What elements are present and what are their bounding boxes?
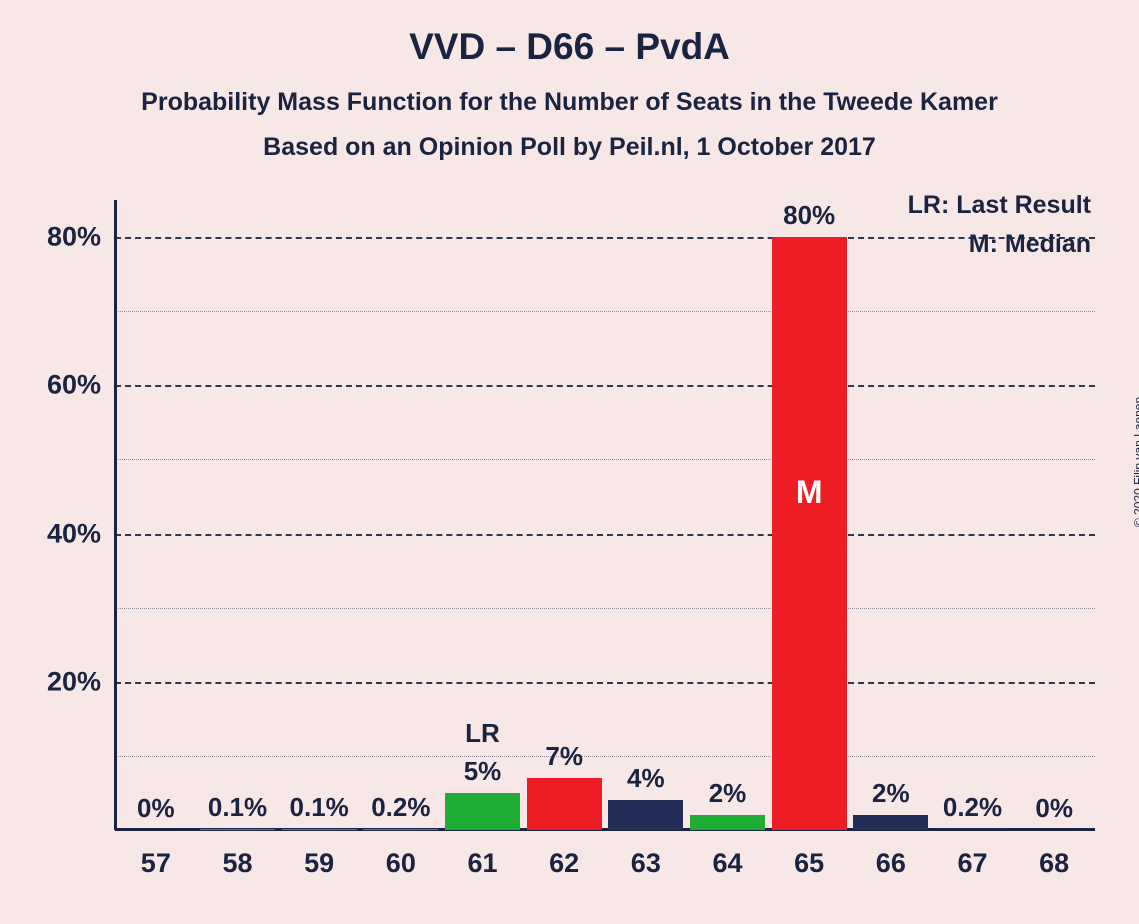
bar-value-label: 5%: [464, 756, 502, 787]
x-tick-label: 57: [141, 830, 171, 879]
legend-m: M: Median: [908, 230, 1091, 259]
bar-value-label: 0.2%: [371, 792, 430, 823]
bar-value-label: 0%: [1035, 793, 1073, 824]
legend-lr: LR: Last Result: [908, 191, 1091, 220]
bar: M: [772, 237, 847, 830]
median-marker: M: [796, 474, 823, 511]
chart-subtitle-2: Based on an Opinion Poll by Peil.nl, 1 O…: [0, 117, 1139, 162]
chart-container: VVD – D66 – PvdA Probability Mass Functi…: [0, 0, 1139, 924]
x-tick-label: 64: [712, 830, 742, 879]
bar-value-label: 4%: [627, 763, 665, 794]
gridline-major: [115, 237, 1095, 239]
x-tick-label: 59: [304, 830, 334, 879]
bar-value-label: 0.1%: [208, 792, 267, 823]
bar: [608, 800, 683, 830]
x-tick-label: 67: [957, 830, 987, 879]
x-tick-label: 65: [794, 830, 824, 879]
gridline-minor: [115, 608, 1095, 609]
x-tick-label: 58: [222, 830, 252, 879]
x-tick-label: 66: [876, 830, 906, 879]
bar: [935, 829, 1010, 830]
gridline-major: [115, 385, 1095, 387]
bar-value-label: 7%: [545, 741, 583, 772]
bar: [363, 829, 438, 830]
x-tick-label: 61: [467, 830, 497, 879]
lr-marker: LR: [465, 718, 500, 749]
bar-value-label: 2%: [872, 778, 910, 809]
y-tick-label: 80%: [47, 222, 115, 253]
bar-value-label: 0.1%: [290, 792, 349, 823]
bar: [690, 815, 765, 830]
x-tick-label: 60: [386, 830, 416, 879]
y-tick-label: 20%: [47, 666, 115, 697]
bar-value-label: 2%: [709, 778, 747, 809]
bar: [527, 778, 602, 830]
gridline-major: [115, 682, 1095, 684]
gridline-major: [115, 534, 1095, 536]
bar-value-label: 80%: [783, 200, 835, 231]
bar-value-label: 0%: [137, 793, 175, 824]
y-tick-label: 40%: [47, 518, 115, 549]
x-tick-label: 62: [549, 830, 579, 879]
bar: [445, 793, 520, 830]
bar: [200, 829, 275, 830]
gridline-minor: [115, 756, 1095, 757]
gridline-minor: [115, 311, 1095, 312]
y-tick-label: 60%: [47, 370, 115, 401]
x-tick-label: 63: [631, 830, 661, 879]
chart-title: VVD – D66 – PvdA: [0, 0, 1139, 68]
chart-subtitle-1: Probability Mass Function for the Number…: [0, 68, 1139, 117]
plot-area: LR: Last Result M: Median 20%40%60%80%57…: [115, 200, 1095, 830]
legend: LR: Last Result M: Median: [908, 191, 1091, 259]
y-axis: [114, 200, 117, 830]
gridline-minor: [115, 459, 1095, 460]
bar: [853, 815, 928, 830]
bar-value-label: 0.2%: [943, 792, 1002, 823]
x-tick-label: 68: [1039, 830, 1069, 879]
copyright-text: © 2020 Filip van Laenen: [1131, 397, 1139, 527]
bar: [282, 829, 357, 830]
